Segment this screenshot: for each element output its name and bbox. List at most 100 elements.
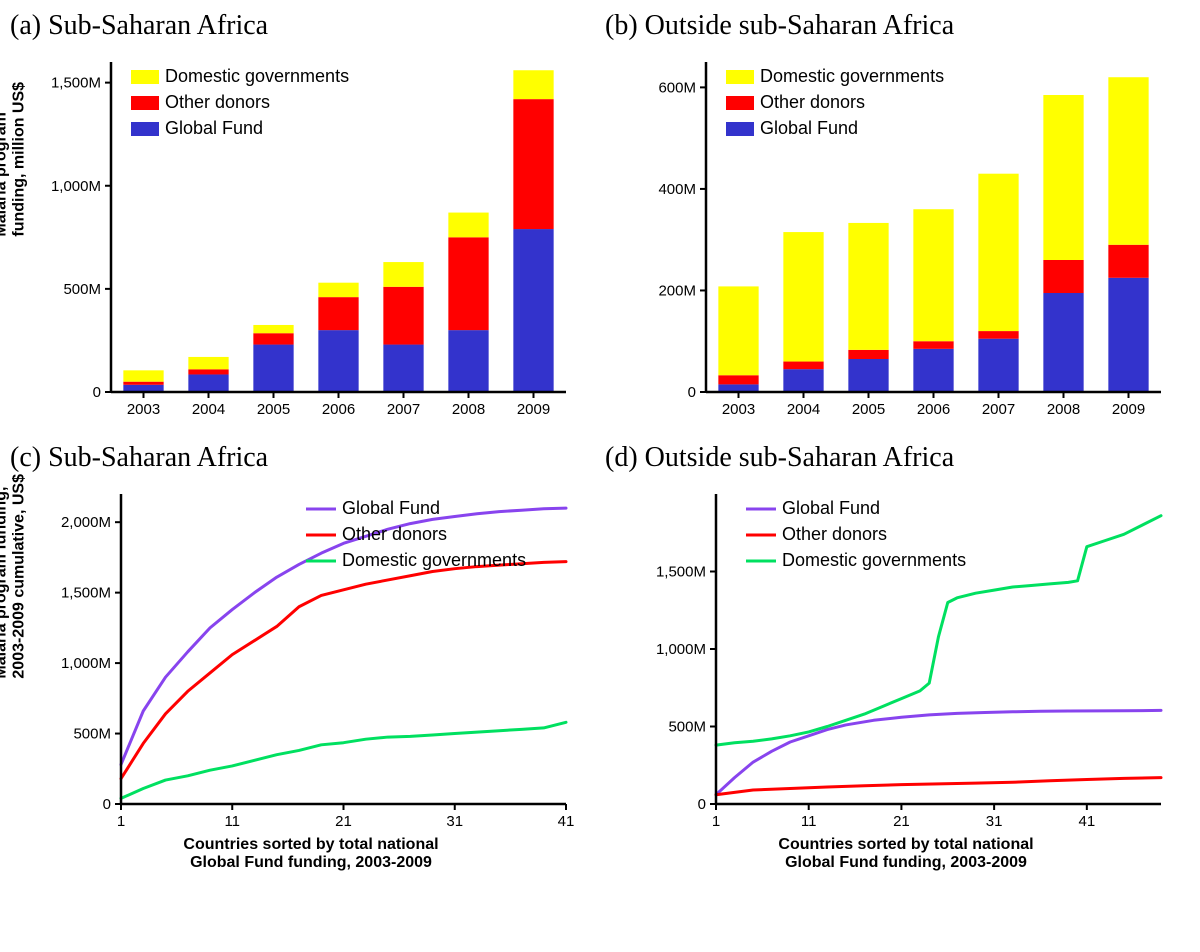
svg-text:21: 21	[335, 813, 352, 830]
bar-segment	[318, 283, 358, 297]
svg-text:1,000M: 1,000M	[656, 641, 706, 658]
panel-b-name: Outside sub-Saharan Africa	[645, 10, 954, 41]
panel-d-name: Outside sub-Saharan Africa	[645, 442, 954, 473]
svg-text:0: 0	[93, 384, 101, 401]
bar-segment	[318, 330, 358, 392]
svg-text:1,000M: 1,000M	[51, 178, 101, 195]
svg-text:2,000M: 2,000M	[61, 514, 111, 531]
svg-text:2003: 2003	[722, 401, 755, 418]
bar-segment	[783, 232, 823, 361]
bar-segment	[188, 374, 228, 392]
svg-text:0: 0	[688, 384, 696, 401]
svg-text:2007: 2007	[982, 401, 1015, 418]
line-series	[121, 562, 566, 779]
panel-a-title: (a) Sub-Saharan Africa	[10, 10, 595, 42]
svg-text:1: 1	[117, 813, 125, 830]
bar-segment	[848, 223, 888, 350]
bar-segment	[123, 382, 163, 385]
bar-segment	[513, 70, 553, 99]
panel-c-xlabel: Countries sorted by total national Globa…	[46, 836, 576, 873]
bar-segment	[913, 341, 953, 349]
bar-segment	[783, 369, 823, 392]
svg-text:2004: 2004	[787, 401, 820, 418]
svg-text:2006: 2006	[322, 401, 355, 418]
svg-text:500M: 500M	[63, 281, 101, 298]
svg-text:1,500M: 1,500M	[61, 585, 111, 602]
legend-label: Domestic governments	[342, 550, 526, 570]
svg-text:200M: 200M	[658, 282, 696, 299]
bar-segment	[318, 297, 358, 330]
panel-c-letter: (c)	[10, 442, 41, 473]
bar-segment	[1043, 293, 1083, 392]
svg-text:0: 0	[698, 796, 706, 813]
line-series	[121, 508, 566, 764]
panel-d-chart: 0500M1,000M1,500M111213141Global FundOth…	[641, 484, 1171, 834]
bar-segment	[448, 330, 488, 392]
legend-label: Global Fund	[165, 118, 263, 138]
svg-text:600M: 600M	[658, 79, 696, 96]
svg-text:1,500M: 1,500M	[51, 75, 101, 92]
panel-b-title: (b) Outside sub-Saharan Africa	[605, 10, 1190, 42]
bar-segment	[448, 213, 488, 238]
svg-text:2007: 2007	[387, 401, 420, 418]
svg-text:31: 31	[986, 813, 1003, 830]
bar-segment	[978, 331, 1018, 339]
legend-label: Global Fund	[782, 498, 880, 518]
bar-segment	[913, 349, 953, 392]
bar-segment	[718, 286, 758, 375]
svg-text:1,500M: 1,500M	[656, 564, 706, 581]
svg-text:11: 11	[224, 813, 240, 830]
bar-segment	[783, 362, 823, 370]
bar-segment	[848, 359, 888, 392]
bar-segment	[253, 325, 293, 333]
svg-text:2006: 2006	[917, 401, 950, 418]
bar-segment	[1043, 95, 1083, 260]
bar-segment	[188, 357, 228, 369]
legend-swatch	[726, 70, 754, 84]
svg-text:1,000M: 1,000M	[61, 655, 111, 672]
svg-text:41: 41	[558, 813, 575, 830]
bar-segment	[718, 375, 758, 384]
chart-grid: (a) Sub-Saharan Africa Malaria program f…	[10, 10, 1190, 873]
panel-c-title: (c) Sub-Saharan Africa	[10, 442, 595, 474]
bar-segment	[1108, 245, 1148, 278]
svg-text:41: 41	[1078, 813, 1095, 830]
panel-d: (d) Outside sub-Saharan Africa 0 500M 1,00…	[605, 442, 1190, 873]
panel-c-chart: 0500M1,000M1,500M2,000M111213141Global F…	[46, 484, 576, 834]
bar-segment	[188, 369, 228, 374]
panel-b: (b) Outside sub-Saharan Africa 0200M400M…	[605, 10, 1190, 422]
bar-segment	[1043, 260, 1083, 293]
svg-text:2008: 2008	[452, 401, 485, 418]
legend-label: Other donors	[165, 92, 270, 112]
bar-segment	[1108, 77, 1148, 245]
bar-segment	[123, 370, 163, 381]
bar-segment	[383, 345, 423, 392]
panel-c: (c) Sub-Saharan Africa Malaria program f…	[10, 442, 595, 873]
legend-label: Other donors	[760, 92, 865, 112]
svg-text:2009: 2009	[1112, 401, 1145, 418]
legend-swatch	[131, 122, 159, 136]
svg-text:2005: 2005	[852, 401, 885, 418]
legend-label: Other donors	[342, 524, 447, 544]
legend-label: Domestic governments	[165, 66, 349, 86]
svg-text:2009: 2009	[517, 401, 550, 418]
panel-d-title: (d) Outside sub-Saharan Africa	[605, 442, 1190, 474]
panel-a-name: Sub-Saharan Africa	[48, 10, 268, 41]
panel-c-name: Sub-Saharan Africa	[48, 442, 268, 473]
svg-text:0: 0	[103, 796, 111, 813]
bar-segment	[383, 262, 423, 287]
svg-text:2008: 2008	[1047, 401, 1080, 418]
svg-text:2003: 2003	[127, 401, 160, 418]
legend-swatch	[726, 122, 754, 136]
bar-segment	[513, 99, 553, 229]
legend-label: Global Fund	[760, 118, 858, 138]
legend-label: Other donors	[782, 524, 887, 544]
bar-segment	[913, 209, 953, 341]
bar-segment	[383, 287, 423, 345]
line-series	[121, 722, 566, 798]
legend-swatch	[726, 96, 754, 110]
panel-a: (a) Sub-Saharan Africa Malaria program f…	[10, 10, 595, 422]
svg-text:500M: 500M	[668, 719, 706, 736]
bar-segment	[978, 174, 1018, 331]
legend-swatch	[131, 96, 159, 110]
